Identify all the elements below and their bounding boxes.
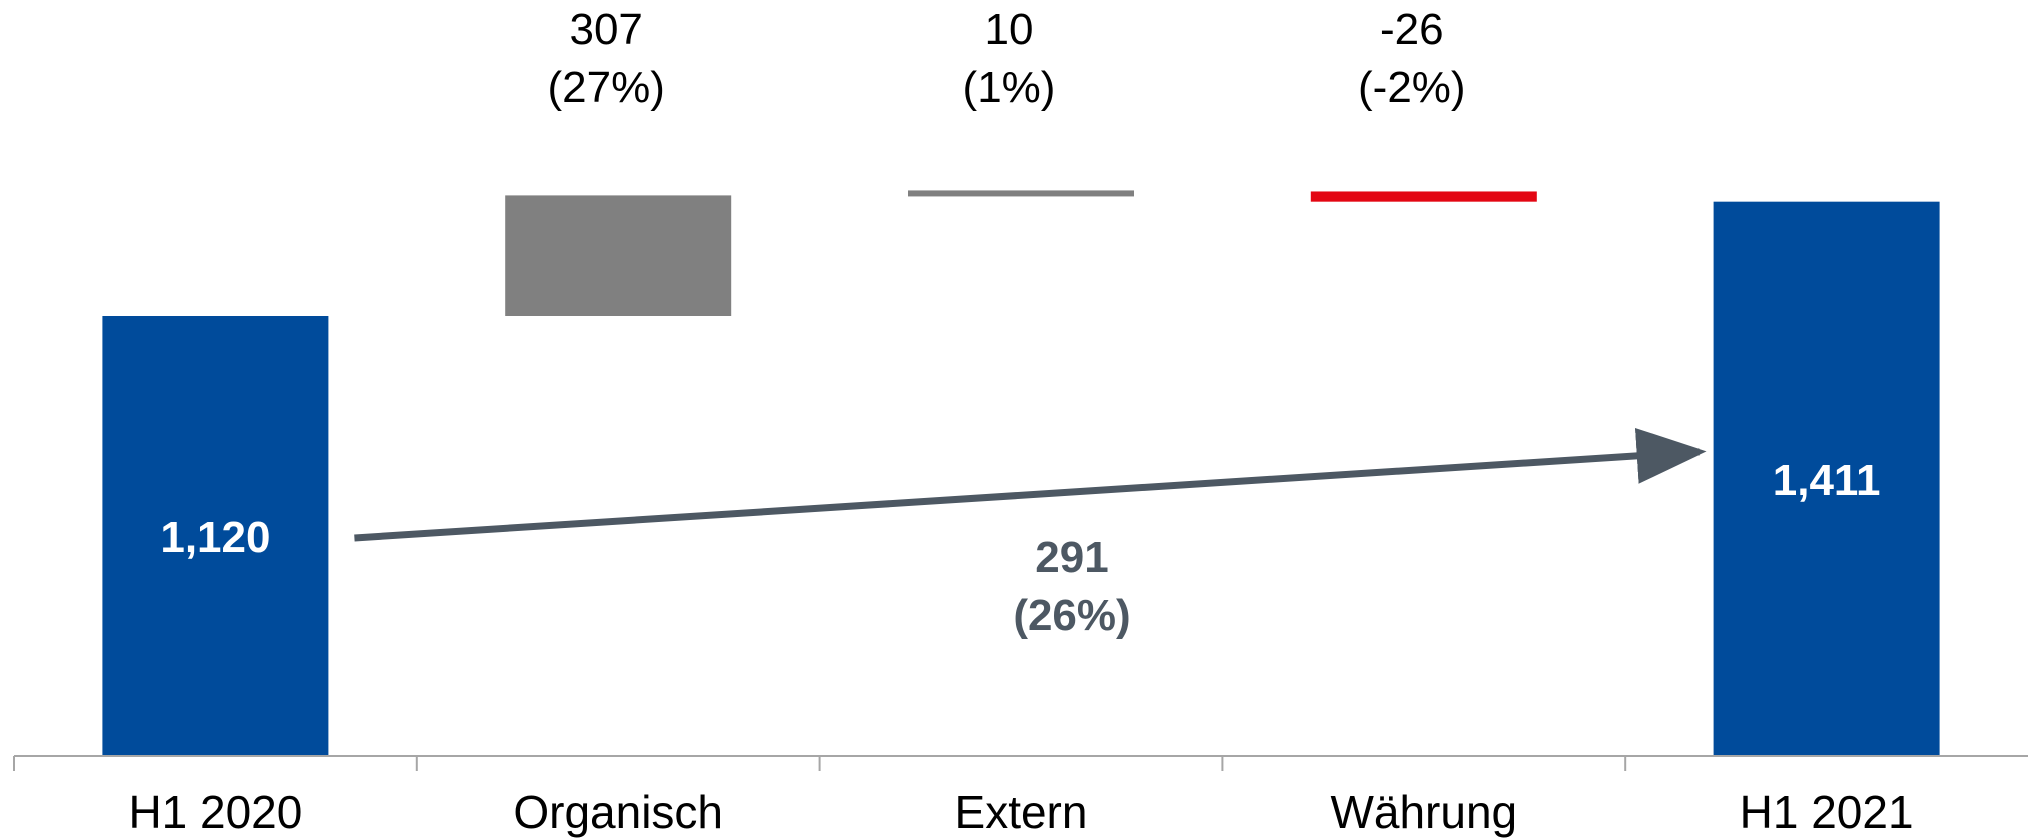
percent-label-organisch: (27%) — [548, 63, 665, 112]
category-label-extern: Extern — [955, 786, 1088, 838]
percent-label-extern: (1%) — [963, 63, 1056, 112]
labels-group: 1,120 H1 2020 307 (27%) Organisch 10 (1%) Exter… — [128, 5, 1913, 838]
x-axis — [13, 755, 2028, 771]
category-label-h1-2021: H1 2021 — [1740, 786, 1914, 838]
change-percent-label: (26%) — [1013, 591, 1130, 640]
value-label-wahrung: -26 — [1380, 5, 1444, 54]
value-label-h1-2020: 1,120 — [160, 513, 270, 562]
value-label-h1-2021: 1,411 — [1773, 456, 1881, 505]
bar-organisch — [505, 195, 732, 316]
bars-group — [102, 190, 1940, 756]
category-label-organisch: Organisch — [513, 786, 723, 838]
change-value-label: 291 — [1035, 533, 1108, 582]
value-label-organisch: 307 — [569, 5, 642, 54]
bar-h1-2020 — [102, 316, 329, 756]
bar-wahrung — [1310, 191, 1537, 202]
change-annotation: 291 (26%) — [354, 427, 1707, 640]
bar-extern — [908, 190, 1134, 197]
category-label-wahrung: Währung — [1330, 786, 1517, 838]
category-label-h1-2020: H1 2020 — [128, 786, 302, 838]
percent-label-wahrung: (-2%) — [1358, 63, 1466, 112]
change-arrow — [354, 427, 1707, 542]
value-label-extern: 10 — [985, 5, 1034, 54]
bar-h1-2021 — [1713, 201, 1940, 756]
